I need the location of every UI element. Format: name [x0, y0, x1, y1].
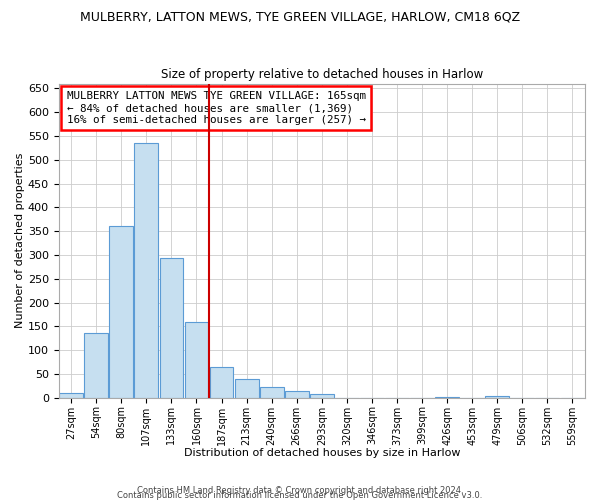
Bar [160, 258, 184, 398]
Bar [235, 378, 259, 398]
Bar [185, 322, 208, 398]
Bar [85, 334, 108, 398]
Bar [134, 143, 158, 398]
Bar [209, 367, 233, 398]
Bar [310, 394, 334, 398]
Text: Contains public sector information licensed under the Open Government Licence v3: Contains public sector information licen… [118, 491, 482, 500]
Bar [260, 387, 284, 398]
Text: Contains HM Land Registry data © Crown copyright and database right 2024.: Contains HM Land Registry data © Crown c… [137, 486, 463, 495]
Bar [59, 393, 83, 398]
Bar [285, 390, 308, 398]
Title: Size of property relative to detached houses in Harlow: Size of property relative to detached ho… [161, 68, 483, 81]
Bar [485, 396, 509, 398]
Text: MULBERRY, LATTON MEWS, TYE GREEN VILLAGE, HARLOW, CM18 6QZ: MULBERRY, LATTON MEWS, TYE GREEN VILLAGE… [80, 10, 520, 23]
Text: MULBERRY LATTON MEWS TYE GREEN VILLAGE: 165sqm
← 84% of detached houses are smal: MULBERRY LATTON MEWS TYE GREEN VILLAGE: … [67, 92, 365, 124]
Bar [435, 397, 459, 398]
Y-axis label: Number of detached properties: Number of detached properties [15, 153, 25, 328]
X-axis label: Distribution of detached houses by size in Harlow: Distribution of detached houses by size … [184, 448, 460, 458]
Bar [109, 226, 133, 398]
